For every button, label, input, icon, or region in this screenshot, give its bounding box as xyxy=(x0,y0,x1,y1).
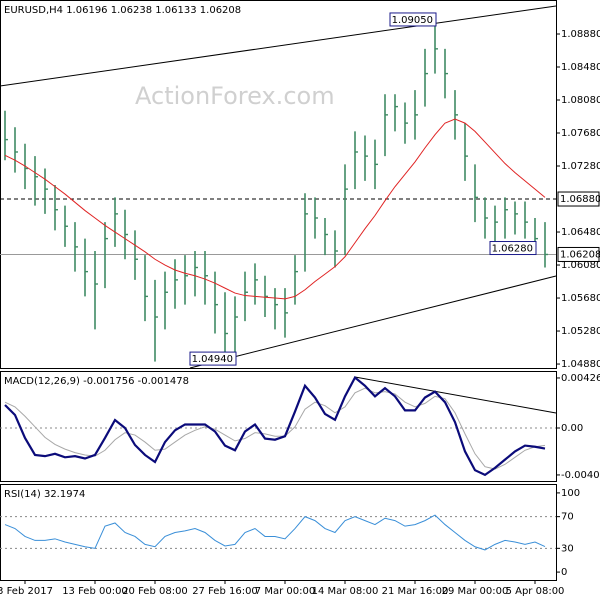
y-tick-label: 1.06480 xyxy=(561,227,600,238)
y-tick-label: 100 xyxy=(561,488,580,499)
x-tick-label: 20 Feb 08:00 xyxy=(122,586,188,597)
panel-title: RSI(14) 32.1974 xyxy=(4,489,85,500)
x-tick-label: 21 Mar 16:00 xyxy=(382,586,449,597)
trend-line xyxy=(189,275,557,369)
y-tick-label: 1.06080 xyxy=(561,260,600,271)
trend-line xyxy=(354,376,557,414)
annotation-box xyxy=(489,241,537,256)
y-tick-label: 0.004266 xyxy=(561,373,600,384)
annotation-label: 1.04940 xyxy=(192,354,233,365)
annotation-label: 1.09050 xyxy=(392,15,433,26)
annotation-box xyxy=(389,12,437,27)
x-tick-label: 29 Mar 00:00 xyxy=(442,586,509,597)
x-tick-label: 14 Mar 08:00 xyxy=(312,586,379,597)
y-tick-label: -0.004004 xyxy=(561,470,600,481)
panel-title: MACD(12,26,9) -0.001756 -0.001478 xyxy=(4,376,189,387)
last-price-box xyxy=(557,246,600,262)
annotation-label: 1.06280 xyxy=(492,244,533,255)
annotation-box xyxy=(189,351,237,366)
y-tick-label: 1.05680 xyxy=(561,293,600,304)
x-tick-label: 13 Feb 00:00 xyxy=(62,586,128,597)
x-tick-label: 27 Feb 16:00 xyxy=(192,586,258,597)
y-tick-label: 1.07280 xyxy=(561,161,600,172)
x-tick-label: 7 Mar 00:00 xyxy=(255,586,315,597)
y-tick-label: 1.05280 xyxy=(561,326,600,337)
watermark: ActionForex.com xyxy=(135,82,335,110)
y-tick-label: 1.08880 xyxy=(561,29,600,40)
last-price-label: 1.06208 xyxy=(560,249,600,260)
trend-line xyxy=(0,5,557,87)
level-label: 1.06880 xyxy=(560,194,600,205)
level-label-box xyxy=(557,191,600,207)
series-line xyxy=(4,375,546,477)
y-tick-label: 1.04880 xyxy=(561,359,600,370)
y-tick-label: 1.07680 xyxy=(561,128,600,139)
y-tick-label: 70 xyxy=(561,512,574,523)
panel-frame xyxy=(0,0,557,369)
panel-frame xyxy=(0,484,557,581)
y-tick-label: 1.08080 xyxy=(561,95,600,106)
series-line xyxy=(4,514,546,551)
panel-frame xyxy=(0,371,557,482)
x-tick-label: 3 Feb 2017 xyxy=(0,586,53,597)
series-line xyxy=(4,387,546,470)
y-tick-label: 1.08480 xyxy=(561,62,600,73)
y-tick-label: 30 xyxy=(561,543,574,554)
series-line xyxy=(4,118,546,300)
panel-title: EURUSD,H4 1.06196 1.06238 1.06133 1.0620… xyxy=(4,5,241,16)
y-tick-label: 0.00 xyxy=(561,423,583,434)
x-tick-label: 5 Apr 08:00 xyxy=(506,586,565,597)
y-tick-label: 0 xyxy=(561,567,567,578)
